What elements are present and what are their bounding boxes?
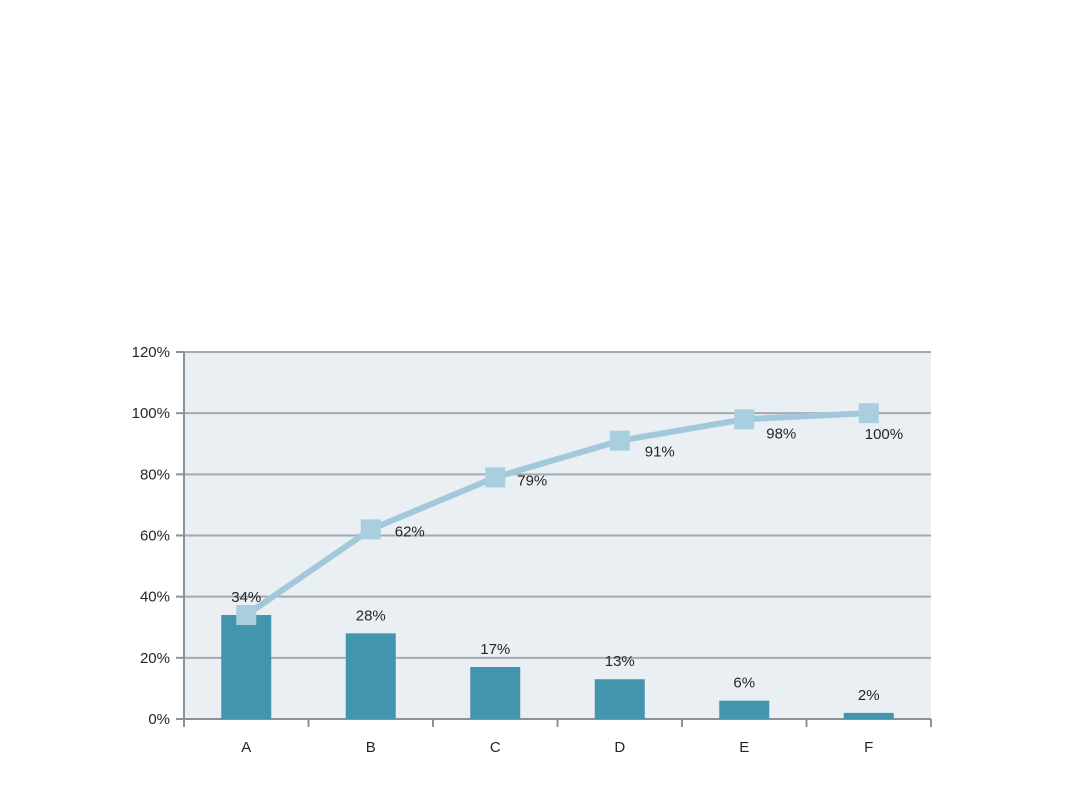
y-axis-tick-label-60: 60%: [140, 528, 170, 545]
y-axis-tick-label-80: 80%: [140, 466, 170, 483]
bar-A: [221, 615, 272, 719]
bar-C: [470, 667, 521, 719]
bar-label-C: 17%: [480, 641, 510, 658]
cumulative-marker-B: [360, 519, 381, 540]
bar-B: [345, 633, 396, 719]
y-axis-tick-label-0: 0%: [148, 711, 170, 728]
bar-label-F: 2%: [858, 687, 880, 704]
bar-label-E: 6%: [733, 675, 755, 692]
bar-label-B: 28%: [356, 607, 386, 624]
cumulative-marker-A: [236, 605, 257, 626]
y-axis-tick-label-100: 100%: [132, 405, 170, 422]
bar-label-D: 13%: [605, 653, 635, 670]
cumulative-label-C: 79%: [517, 472, 547, 489]
cumulative-label-B: 62%: [395, 523, 425, 540]
category-label-C: C: [490, 739, 501, 756]
cumulative-label-E: 98%: [766, 425, 796, 442]
cumulative-line: [243, 410, 872, 619]
category-label-B: B: [366, 739, 376, 756]
category-label-A: A: [241, 739, 251, 756]
bar-E: [719, 700, 770, 719]
cumulative-marker-F: [858, 403, 879, 424]
bar-label-A: 34%: [231, 589, 261, 606]
cumulative-marker-C: [485, 467, 506, 488]
cumulative-marker-D: [609, 430, 630, 451]
cumulative-marker-E: [734, 409, 755, 430]
bar-F: [843, 712, 894, 719]
category-label-F: F: [864, 739, 873, 756]
y-axis-tick-label-120: 120%: [132, 344, 170, 361]
category-label-E: E: [739, 739, 749, 756]
category-label-D: D: [614, 739, 625, 756]
cumulative-label-F: 100%: [865, 426, 903, 443]
y-axis-tick-label-40: 40%: [140, 589, 170, 606]
y-axis-tick-label-20: 20%: [140, 650, 170, 667]
cumulative-label-D: 91%: [645, 444, 675, 461]
bar-D: [594, 679, 645, 719]
